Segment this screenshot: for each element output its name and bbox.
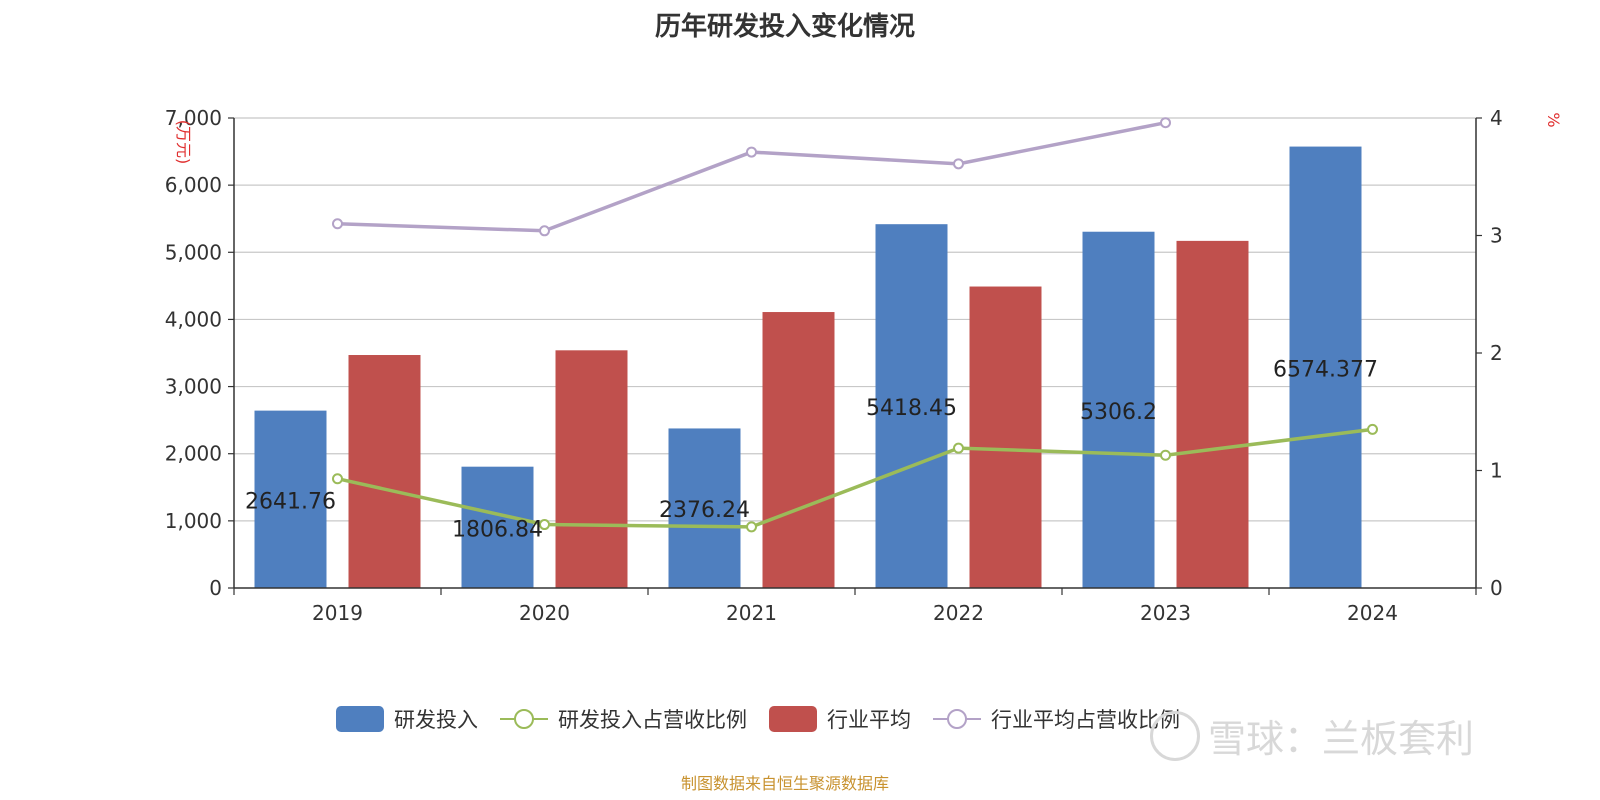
data-labels: 2641.76 1806.84 2376.24 5418.45 5306.2 6574.3… — [245, 357, 1378, 542]
x-tick-label: 2024 — [1347, 601, 1398, 625]
y-left-tick-label: 0 — [209, 576, 222, 600]
legend-swatch-rd-investment — [336, 706, 384, 732]
bar-rd-investment — [875, 224, 948, 588]
y-right-axis-unit: % — [1544, 112, 1563, 127]
bar-industry-average — [762, 312, 835, 588]
data-label-rd-investment: 5418.45 — [866, 396, 957, 421]
y-left-tick-label: 5,000 — [165, 240, 222, 264]
y-right-tick-label: 1 — [1490, 459, 1503, 483]
bar-industry-average — [1176, 240, 1249, 588]
legend-item-industry-average[interactable]: 行业平均 — [769, 704, 911, 734]
x-tick-label: 2021 — [726, 601, 777, 625]
x-tick-label: 2022 — [933, 601, 984, 625]
point-rd-ratio — [332, 473, 343, 485]
data-label-rd-investment: 2376.24 — [659, 498, 750, 523]
y-right-tick-label: 0 — [1490, 576, 1503, 600]
bar-rd-investment — [461, 466, 534, 588]
y-left-tick-label: 2,000 — [165, 442, 222, 466]
bar-rd-investment — [668, 428, 741, 588]
legend-item-rd-investment[interactable]: 研发投入 — [336, 704, 478, 734]
point-rd-ratio — [1160, 449, 1171, 461]
axes: 01,0002,0003,0004,0005,0006,0007,0000123… — [165, 106, 1563, 625]
x-tick-label: 2023 — [1140, 601, 1191, 625]
legend-item-rd-ratio[interactable]: 研发投入占营收比例 — [500, 704, 747, 734]
point-industry-ratio — [539, 225, 550, 237]
legend-label-industry-ratio: 行业平均占营收比例 — [991, 708, 1180, 732]
legend-swatch-rd-ratio — [500, 709, 548, 729]
point-industry-ratio — [1160, 117, 1171, 129]
legend-label-rd-investment: 研发投入 — [394, 708, 478, 732]
y-left-tick-label: 7,000 — [165, 106, 222, 130]
line-layer — [332, 117, 1378, 533]
x-tick-label: 2020 — [519, 601, 570, 625]
watermark: 雪球：兰板套利 — [1150, 708, 1474, 763]
y-left-tick-label: 1,000 — [165, 509, 222, 533]
bar-layer — [254, 146, 1362, 589]
grid-lines — [234, 117, 1476, 522]
y-right-tick-label: 3 — [1490, 224, 1503, 248]
bar-industry-average — [348, 355, 421, 588]
bar-rd-investment — [254, 410, 327, 588]
point-industry-ratio — [332, 218, 343, 230]
line-rd-ratio — [337, 427, 1373, 529]
bar-rd-investment — [1289, 146, 1362, 588]
bar-industry-average — [969, 286, 1042, 588]
bar-industry-average — [555, 350, 628, 588]
point-industry-ratio — [953, 158, 964, 170]
y-left-axis-unit: (万元) — [174, 120, 193, 165]
point-rd-ratio — [953, 442, 964, 454]
data-label-rd-investment: 1806.84 — [452, 517, 543, 542]
legend-item-industry-ratio[interactable]: 行业平均占营收比例 — [933, 704, 1180, 734]
snowball-logo-icon — [1150, 710, 1200, 761]
point-rd-ratio — [539, 519, 550, 531]
chart-title: 历年研发投入变化情况 — [654, 12, 915, 42]
data-label-rd-investment: 5306.2 — [1080, 400, 1157, 425]
y-left-tick-label: 3,000 — [165, 375, 222, 399]
bar-rd-investment — [1082, 231, 1155, 589]
point-rd-ratio — [746, 521, 757, 533]
line-industry-ratio — [337, 120, 1166, 233]
legend: 研发投入 研发投入占营收比例 行业平均 行业平均占营收比例 — [336, 704, 1202, 734]
point-rd-ratio — [1367, 423, 1378, 435]
y-right-tick-label: 4 — [1490, 106, 1503, 130]
watermark-text: 雪球：兰板套利 — [1208, 717, 1475, 761]
legend-swatch-industry-ratio — [933, 709, 981, 729]
data-label-rd-investment: 6574.377 — [1273, 357, 1378, 382]
data-source-note: 制图数据来自恒生聚源数据库 — [680, 774, 889, 793]
y-left-tick-label: 4,000 — [165, 307, 222, 331]
legend-label-industry-average: 行业平均 — [827, 708, 911, 732]
x-tick-label: 2019 — [312, 601, 363, 625]
legend-label-rd-ratio: 研发投入占营收比例 — [558, 708, 747, 732]
legend-swatch-industry-average — [769, 706, 817, 732]
data-label-rd-investment: 2641.76 — [245, 489, 336, 514]
y-right-tick-label: 2 — [1490, 341, 1503, 365]
y-left-tick-label: 6,000 — [165, 173, 222, 197]
point-industry-ratio — [746, 146, 757, 158]
